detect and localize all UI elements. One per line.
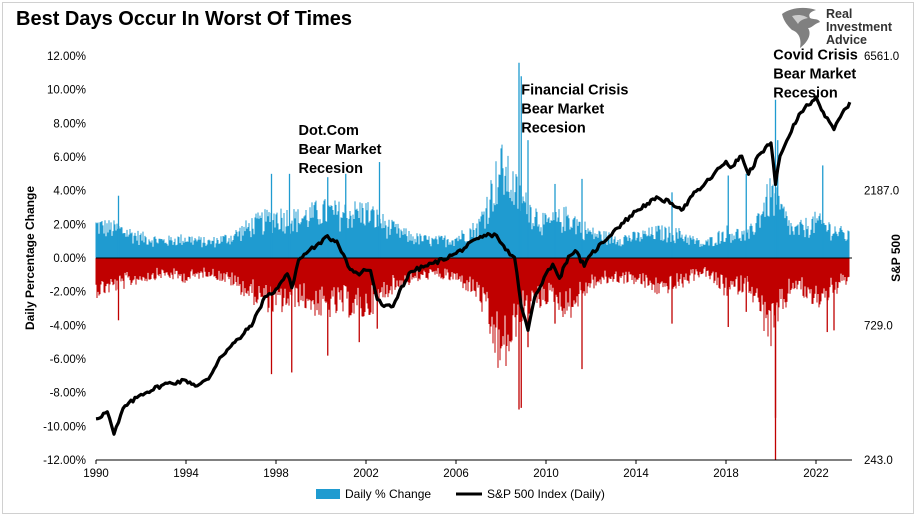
x-tick-label: 2022 <box>803 468 829 480</box>
y-tick-label: 10.00% <box>47 85 86 97</box>
x-tick-label: 2002 <box>353 468 379 480</box>
brand-logo: Real Investment Advice <box>778 6 908 50</box>
logo-line-2: Investment <box>826 20 892 34</box>
annotation-text-3: Covid Crisis <box>773 47 858 63</box>
y-tick-label: 8.00% <box>53 118 86 130</box>
x-tick-label: 1990 <box>83 468 109 480</box>
daily-change-bars <box>95 62 850 460</box>
chart-title: Best Days Occur In Worst Of Times <box>16 8 353 30</box>
annotation-text-1: Bear Market <box>299 142 382 158</box>
x-tick-label: 2006 <box>443 468 469 480</box>
annotation-text-1: Dot.Com <box>299 123 359 139</box>
legend-label-index: S&P 500 Index (Daily) <box>487 487 605 501</box>
legend-swatch-daily <box>316 489 340 499</box>
annotation-text-2: Financial Crisis <box>521 83 628 99</box>
y-tick-label: 4.00% <box>53 186 86 198</box>
eagle-icon <box>782 7 820 48</box>
logo-line-3: Advice <box>826 33 867 47</box>
y-right-tick-label: 729.0 <box>864 320 893 332</box>
y-tick-label: 0.00% <box>53 253 86 265</box>
x-tick-label: 2010 <box>533 468 559 480</box>
annotation-text-3: Recesion <box>773 85 837 101</box>
annotation-text-3: Bear Market <box>773 66 856 82</box>
y-right-tick-label: 6561.0 <box>864 51 899 63</box>
sp500-index-line <box>95 95 852 436</box>
annotations: Dot.Com Bear Market Recesion Financial Cris… <box>299 47 858 177</box>
y-tick-label: -4.00% <box>50 320 86 332</box>
y-tick-label: -6.00% <box>50 354 86 366</box>
y-axis-title: Daily Percentage Change <box>23 186 37 330</box>
y-tick-label: -12.00% <box>43 455 86 467</box>
y-tick-label: -8.00% <box>50 388 86 400</box>
annotation-text-2: Bear Market <box>521 102 604 118</box>
y-right-axis-title: S&P 500 <box>889 234 903 282</box>
annotation-text-2: Recesion <box>521 121 585 137</box>
y-tick-label: 2.00% <box>53 219 86 231</box>
y-right-tick-label: 243.0 <box>864 455 893 467</box>
y-tick-label: -2.00% <box>50 287 86 299</box>
x-tick-label: 2018 <box>713 468 739 480</box>
legend-label-daily: Daily % Change <box>345 487 431 501</box>
x-tick-label: 1998 <box>263 468 289 480</box>
y-tick-label: -10.00% <box>43 421 86 433</box>
x-tick-label: 1994 <box>173 468 199 480</box>
axes: -12.00% -10.00% -8.00% -6.00% -4.00% -2.00% 0.… <box>23 51 903 480</box>
logo-line-1: Real <box>826 7 853 21</box>
y-tick-label: 6.00% <box>53 152 86 164</box>
legend: Daily % Change S&P 500 Index (Daily) <box>316 487 605 501</box>
x-tick-label: 2014 <box>623 468 649 480</box>
annotation-text-1: Recesion <box>299 161 363 177</box>
y-right-tick-label: 2187.0 <box>864 186 899 198</box>
y-tick-label: 12.00% <box>47 51 86 63</box>
